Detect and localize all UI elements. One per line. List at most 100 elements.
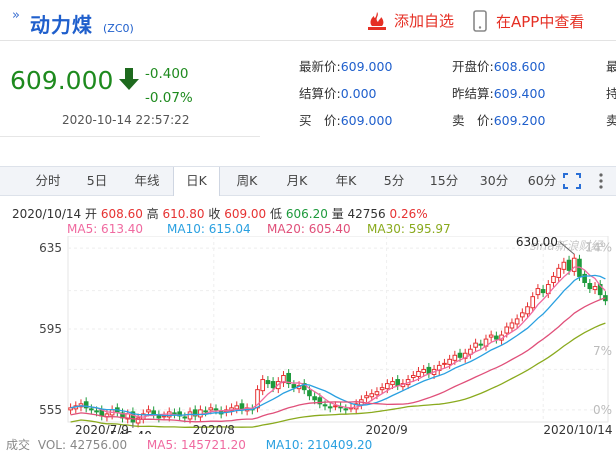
candle <box>89 404 94 415</box>
candle <box>301 379 307 395</box>
date-tick-label: 2020/9 <box>365 423 407 434</box>
quote-row: 最新价:609.000 <box>299 59 393 74</box>
tab-year-line[interactable]: 年线 <box>134 173 160 188</box>
candle <box>317 393 323 409</box>
ohlc-open: 608.60 <box>100 207 143 221</box>
kline-chart[interactable]: sina新浪财经63559555514%7%0%630.00546.402020… <box>0 236 616 434</box>
ohlc-info: 2020/10/14 开 608.60 高 610.80 收 609.00 低 … <box>12 207 428 221</box>
candle-body <box>592 286 598 291</box>
candle-body <box>385 383 390 390</box>
candle-body <box>551 275 556 284</box>
more-options-icon[interactable] <box>598 173 604 189</box>
tab-5min[interactable]: 5分 <box>383 173 405 188</box>
ohlc-percent: 0.26% <box>389 207 428 221</box>
ma30-line <box>70 322 606 428</box>
tab-15min[interactable]: 15分 <box>429 173 459 188</box>
instrument-code: (ZC0) <box>103 22 134 35</box>
add-favorite-label: 添加自选 <box>394 12 455 30</box>
candle-body <box>135 417 141 424</box>
candle-body <box>151 410 156 415</box>
candle-body <box>172 412 177 415</box>
ma20-line <box>70 297 606 423</box>
ma5-label: MA5: 613.40 <box>67 222 144 236</box>
candle-body <box>395 379 401 387</box>
view-in-app-button[interactable]: 在APP中查看 <box>473 10 584 32</box>
candle-body <box>452 354 458 361</box>
candle-body <box>369 393 375 398</box>
candle <box>571 253 577 276</box>
candle <box>99 405 105 421</box>
candle-body <box>307 390 312 397</box>
candle <box>592 282 598 295</box>
ohlc-low: 606.20 <box>285 207 328 221</box>
candle-body <box>488 334 494 338</box>
tab-weekly-k[interactable]: 周K <box>236 173 258 188</box>
last-price: 609.000 <box>10 66 114 95</box>
date-tick-label: 2020/10/14 <box>543 423 612 434</box>
tab-daily-k[interactable]: 日K <box>173 167 220 196</box>
fullscreen-icon[interactable] <box>563 173 581 189</box>
candle <box>187 407 193 424</box>
quote-row: 卖 价:609.200 <box>452 113 546 128</box>
change-value: -0.400 <box>145 66 189 82</box>
candle <box>556 263 561 282</box>
candle-body <box>187 411 193 420</box>
tab-yearly-k[interactable]: 年K <box>335 173 357 188</box>
candle-body <box>520 312 525 318</box>
max-price-label: 630.00 <box>516 236 558 249</box>
candle <box>327 402 333 413</box>
candle <box>281 371 286 388</box>
candle <box>525 302 530 319</box>
phone-icon <box>473 10 487 32</box>
candle <box>530 292 536 313</box>
tab-5day[interactable]: 5日 <box>86 173 108 188</box>
candle-body <box>260 379 266 392</box>
tab-monthly-k[interactable]: 月K <box>286 173 308 188</box>
price-tick-label: 635 <box>39 241 62 255</box>
candle <box>509 318 515 333</box>
add-favorite-button[interactable]: 添加自选 <box>366 10 454 31</box>
candle-body <box>426 366 432 374</box>
candle-body <box>566 259 572 271</box>
candle <box>587 279 593 294</box>
candle-body <box>312 396 317 401</box>
quote-row: 开盘价:608.600 <box>452 59 546 74</box>
ma10-line <box>70 274 606 417</box>
candle-body <box>582 273 587 283</box>
ma10-label: MA10: 615.04 <box>167 222 251 236</box>
candle-body <box>270 381 276 389</box>
candle <box>395 375 401 391</box>
tab-timeshare[interactable]: 分时 <box>35 173 61 188</box>
candle <box>172 408 177 419</box>
candle-body <box>540 289 546 294</box>
candle-body <box>421 368 426 373</box>
candle <box>421 364 426 377</box>
candle-body <box>89 408 94 411</box>
candle <box>582 269 587 287</box>
quote-row: 昨结算:609.400 <box>452 86 546 101</box>
candle <box>333 401 338 411</box>
candle <box>597 280 603 300</box>
tab-30min[interactable]: 30分 <box>479 173 509 188</box>
candle <box>473 338 478 352</box>
candle-body <box>514 318 520 325</box>
tab-60min[interactable]: 60分 <box>527 173 557 188</box>
down-arrow-icon <box>119 68 139 90</box>
candle <box>514 314 520 329</box>
quote-column-2: 开盘价:608.600 昨结算:609.400 卖 价:609.200 <box>452 53 545 134</box>
candle <box>286 369 291 389</box>
candle <box>442 358 447 368</box>
candle-body <box>561 261 567 270</box>
candle-body <box>265 380 271 385</box>
candle-body <box>457 352 463 358</box>
candle <box>239 399 245 415</box>
candle <box>478 339 484 350</box>
candle-body <box>94 410 99 413</box>
candle <box>68 403 73 415</box>
candle-body <box>286 372 291 385</box>
price-change: -0.400 -0.07% <box>145 62 193 110</box>
candle-body <box>447 358 452 365</box>
ohlc-close: 609.00 <box>224 207 267 221</box>
percent-tick-label: 14% <box>585 240 612 254</box>
ma30-label: MA30: 595.97 <box>367 222 451 236</box>
